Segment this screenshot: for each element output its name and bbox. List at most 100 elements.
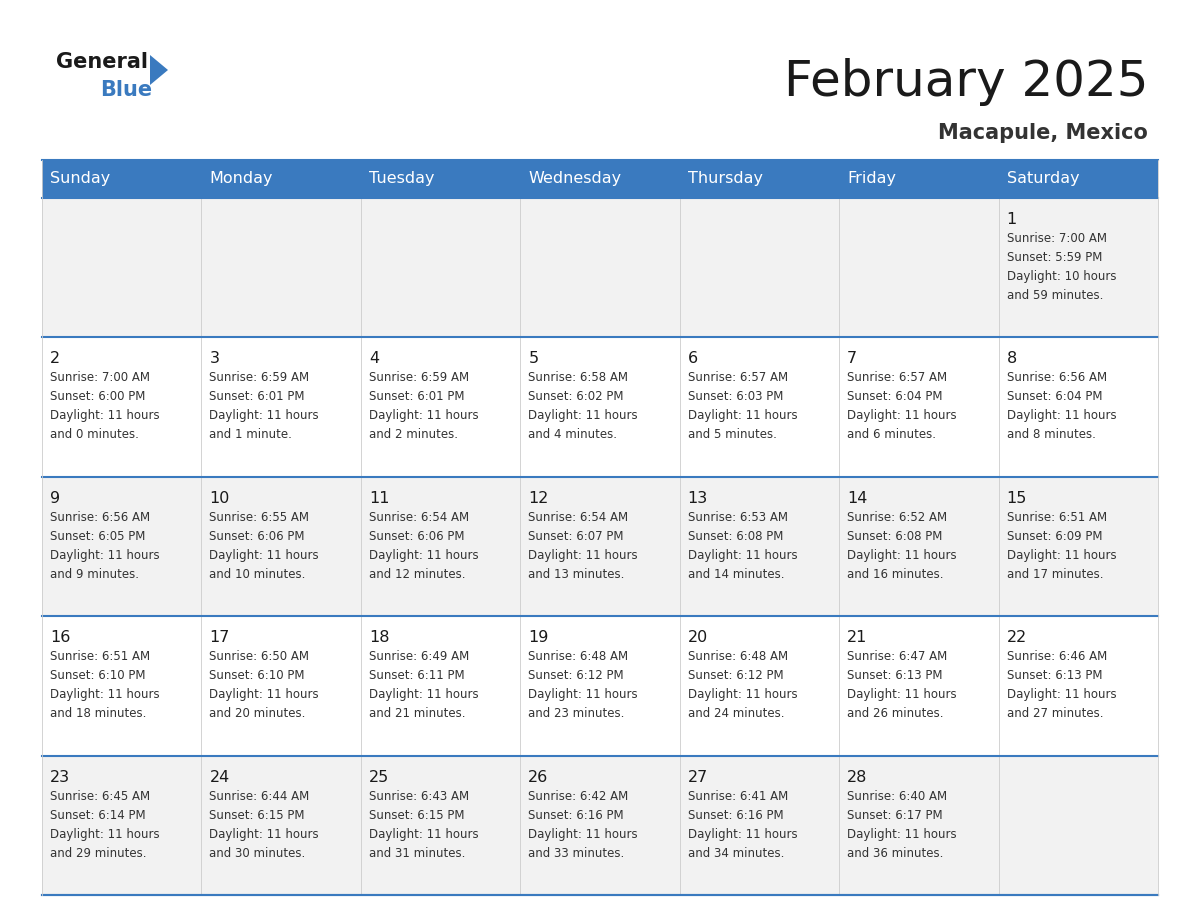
Text: 27: 27 — [688, 769, 708, 785]
Text: 4: 4 — [368, 352, 379, 366]
Text: 24: 24 — [209, 769, 229, 785]
Text: Sunrise: 6:40 AM
Sunset: 6:17 PM
Daylight: 11 hours
and 36 minutes.: Sunrise: 6:40 AM Sunset: 6:17 PM Dayligh… — [847, 789, 956, 859]
Bar — [202, 476, 361, 616]
Text: 22: 22 — [1006, 630, 1026, 645]
Text: 11: 11 — [368, 491, 390, 506]
Text: Friday: Friday — [847, 172, 896, 186]
Bar — [361, 198, 520, 338]
Bar — [520, 338, 680, 476]
Bar — [999, 476, 1158, 616]
Text: Saturday: Saturday — [1006, 172, 1079, 186]
Text: 7: 7 — [847, 352, 858, 366]
Text: Sunrise: 6:48 AM
Sunset: 6:12 PM
Daylight: 11 hours
and 24 minutes.: Sunrise: 6:48 AM Sunset: 6:12 PM Dayligh… — [688, 650, 797, 721]
Bar — [999, 338, 1158, 476]
Polygon shape — [150, 55, 168, 85]
Text: Sunrise: 6:48 AM
Sunset: 6:12 PM
Daylight: 11 hours
and 23 minutes.: Sunrise: 6:48 AM Sunset: 6:12 PM Dayligh… — [529, 650, 638, 721]
Bar — [839, 338, 999, 476]
Text: Sunrise: 6:44 AM
Sunset: 6:15 PM
Daylight: 11 hours
and 30 minutes.: Sunrise: 6:44 AM Sunset: 6:15 PM Dayligh… — [209, 789, 320, 859]
Text: 2: 2 — [50, 352, 61, 366]
Text: 18: 18 — [368, 630, 390, 645]
Text: 6: 6 — [688, 352, 697, 366]
Text: Sunrise: 6:46 AM
Sunset: 6:13 PM
Daylight: 11 hours
and 27 minutes.: Sunrise: 6:46 AM Sunset: 6:13 PM Dayligh… — [1006, 650, 1117, 721]
Bar — [999, 198, 1158, 338]
Text: Thursday: Thursday — [688, 172, 763, 186]
Text: 16: 16 — [50, 630, 70, 645]
Text: Sunrise: 6:47 AM
Sunset: 6:13 PM
Daylight: 11 hours
and 26 minutes.: Sunrise: 6:47 AM Sunset: 6:13 PM Dayligh… — [847, 650, 956, 721]
Text: 20: 20 — [688, 630, 708, 645]
Bar — [361, 476, 520, 616]
Text: Sunrise: 7:00 AM
Sunset: 5:59 PM
Daylight: 10 hours
and 59 minutes.: Sunrise: 7:00 AM Sunset: 5:59 PM Dayligh… — [1006, 232, 1116, 302]
Bar — [202, 756, 361, 895]
Text: Sunrise: 6:54 AM
Sunset: 6:07 PM
Daylight: 11 hours
and 13 minutes.: Sunrise: 6:54 AM Sunset: 6:07 PM Dayligh… — [529, 510, 638, 581]
Bar — [42, 198, 202, 338]
Text: 17: 17 — [209, 630, 229, 645]
Bar — [520, 756, 680, 895]
Bar — [839, 616, 999, 756]
Bar — [520, 476, 680, 616]
Bar — [361, 616, 520, 756]
Text: Sunrise: 6:43 AM
Sunset: 6:15 PM
Daylight: 11 hours
and 31 minutes.: Sunrise: 6:43 AM Sunset: 6:15 PM Dayligh… — [368, 789, 479, 859]
Bar — [839, 476, 999, 616]
Bar — [42, 756, 202, 895]
Text: 5: 5 — [529, 352, 538, 366]
Bar — [839, 198, 999, 338]
Bar — [42, 476, 202, 616]
Text: 15: 15 — [1006, 491, 1026, 506]
Bar — [361, 338, 520, 476]
Bar — [839, 756, 999, 895]
Text: 23: 23 — [50, 769, 70, 785]
Text: Sunday: Sunday — [50, 172, 110, 186]
Text: 28: 28 — [847, 769, 867, 785]
Text: Sunrise: 6:58 AM
Sunset: 6:02 PM
Daylight: 11 hours
and 4 minutes.: Sunrise: 6:58 AM Sunset: 6:02 PM Dayligh… — [529, 372, 638, 442]
Text: Sunrise: 6:53 AM
Sunset: 6:08 PM
Daylight: 11 hours
and 14 minutes.: Sunrise: 6:53 AM Sunset: 6:08 PM Dayligh… — [688, 510, 797, 581]
Text: Sunrise: 7:00 AM
Sunset: 6:00 PM
Daylight: 11 hours
and 0 minutes.: Sunrise: 7:00 AM Sunset: 6:00 PM Dayligh… — [50, 372, 159, 442]
Text: Macapule, Mexico: Macapule, Mexico — [939, 123, 1148, 143]
Text: February 2025: February 2025 — [784, 58, 1148, 106]
Text: 1: 1 — [1006, 212, 1017, 227]
Text: Sunrise: 6:59 AM
Sunset: 6:01 PM
Daylight: 11 hours
and 1 minute.: Sunrise: 6:59 AM Sunset: 6:01 PM Dayligh… — [209, 372, 320, 442]
Bar — [680, 338, 839, 476]
Text: 12: 12 — [529, 491, 549, 506]
Bar — [999, 756, 1158, 895]
Text: Sunrise: 6:42 AM
Sunset: 6:16 PM
Daylight: 11 hours
and 33 minutes.: Sunrise: 6:42 AM Sunset: 6:16 PM Dayligh… — [529, 789, 638, 859]
Text: 25: 25 — [368, 769, 390, 785]
Text: 10: 10 — [209, 491, 229, 506]
Bar — [42, 338, 202, 476]
Text: 26: 26 — [529, 769, 549, 785]
Bar — [42, 616, 202, 756]
Bar — [680, 756, 839, 895]
Text: Sunrise: 6:49 AM
Sunset: 6:11 PM
Daylight: 11 hours
and 21 minutes.: Sunrise: 6:49 AM Sunset: 6:11 PM Dayligh… — [368, 650, 479, 721]
Bar — [680, 198, 839, 338]
Bar — [361, 756, 520, 895]
Text: Sunrise: 6:50 AM
Sunset: 6:10 PM
Daylight: 11 hours
and 20 minutes.: Sunrise: 6:50 AM Sunset: 6:10 PM Dayligh… — [209, 650, 320, 721]
Text: Sunrise: 6:41 AM
Sunset: 6:16 PM
Daylight: 11 hours
and 34 minutes.: Sunrise: 6:41 AM Sunset: 6:16 PM Dayligh… — [688, 789, 797, 859]
Text: Sunrise: 6:56 AM
Sunset: 6:05 PM
Daylight: 11 hours
and 9 minutes.: Sunrise: 6:56 AM Sunset: 6:05 PM Dayligh… — [50, 510, 159, 581]
Text: Sunrise: 6:45 AM
Sunset: 6:14 PM
Daylight: 11 hours
and 29 minutes.: Sunrise: 6:45 AM Sunset: 6:14 PM Dayligh… — [50, 789, 159, 859]
Text: 21: 21 — [847, 630, 867, 645]
Text: Sunrise: 6:55 AM
Sunset: 6:06 PM
Daylight: 11 hours
and 10 minutes.: Sunrise: 6:55 AM Sunset: 6:06 PM Dayligh… — [209, 510, 320, 581]
Text: General: General — [56, 52, 148, 72]
Text: 13: 13 — [688, 491, 708, 506]
Text: Sunrise: 6:54 AM
Sunset: 6:06 PM
Daylight: 11 hours
and 12 minutes.: Sunrise: 6:54 AM Sunset: 6:06 PM Dayligh… — [368, 510, 479, 581]
Text: Sunrise: 6:57 AM
Sunset: 6:04 PM
Daylight: 11 hours
and 6 minutes.: Sunrise: 6:57 AM Sunset: 6:04 PM Dayligh… — [847, 372, 956, 442]
Text: Wednesday: Wednesday — [529, 172, 621, 186]
Text: Tuesday: Tuesday — [368, 172, 435, 186]
Text: 14: 14 — [847, 491, 867, 506]
Bar — [680, 476, 839, 616]
Bar — [202, 198, 361, 338]
Bar — [202, 616, 361, 756]
Text: 9: 9 — [50, 491, 61, 506]
Text: Sunrise: 6:56 AM
Sunset: 6:04 PM
Daylight: 11 hours
and 8 minutes.: Sunrise: 6:56 AM Sunset: 6:04 PM Dayligh… — [1006, 372, 1117, 442]
Text: 3: 3 — [209, 352, 220, 366]
Bar — [680, 616, 839, 756]
Text: Sunrise: 6:52 AM
Sunset: 6:08 PM
Daylight: 11 hours
and 16 minutes.: Sunrise: 6:52 AM Sunset: 6:08 PM Dayligh… — [847, 510, 956, 581]
Bar — [520, 198, 680, 338]
Text: 19: 19 — [529, 630, 549, 645]
Bar — [999, 616, 1158, 756]
Text: Sunrise: 6:51 AM
Sunset: 6:09 PM
Daylight: 11 hours
and 17 minutes.: Sunrise: 6:51 AM Sunset: 6:09 PM Dayligh… — [1006, 510, 1117, 581]
Text: Sunrise: 6:57 AM
Sunset: 6:03 PM
Daylight: 11 hours
and 5 minutes.: Sunrise: 6:57 AM Sunset: 6:03 PM Dayligh… — [688, 372, 797, 442]
Text: Monday: Monday — [209, 172, 273, 186]
Bar — [202, 338, 361, 476]
Bar — [520, 616, 680, 756]
Text: Sunrise: 6:59 AM
Sunset: 6:01 PM
Daylight: 11 hours
and 2 minutes.: Sunrise: 6:59 AM Sunset: 6:01 PM Dayligh… — [368, 372, 479, 442]
